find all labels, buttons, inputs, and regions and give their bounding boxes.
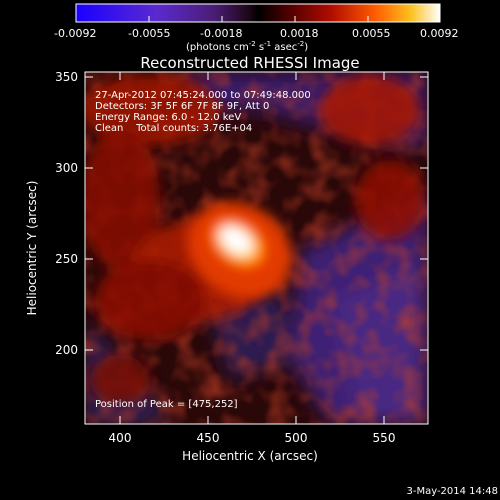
- y-axis-label: Heliocentric Y (arcsec): [25, 181, 39, 316]
- plot-title: Reconstructed RHESSI Image: [140, 54, 359, 72]
- colorbar-tick-label: 0.0018: [280, 27, 319, 40]
- colorbar-unit-label: (photons cm-2 s-1 asec-2): [186, 40, 308, 53]
- time-range-text: 27-Apr-2012 07:45:24.000 to 07:49:48.000: [95, 90, 311, 101]
- colorbar-gradient: [75, 3, 441, 23]
- peak-position-text: Position of Peak = [475,252]: [95, 399, 238, 410]
- colorbar-tick-label: -0.0055: [128, 27, 170, 40]
- info-annotations: 27-Apr-2012 07:45:24.000 to 07:49:48.000…: [95, 90, 311, 410]
- x-tick-label: 400: [109, 431, 132, 445]
- x-tick-label: 500: [285, 431, 308, 445]
- colorbar-tick-label: 0.0055: [352, 27, 391, 40]
- rhessi-image: [85, 72, 428, 424]
- x-tick-label: 550: [373, 431, 396, 445]
- x-axis-tickmarks: [119, 72, 385, 424]
- colorbar-tick-label: -0.0018: [200, 27, 242, 40]
- energy-range-text: Energy Range: 6.0 - 12.0 keV: [95, 112, 241, 123]
- colorbar-tick-label: -0.0092: [54, 27, 96, 40]
- y-axis-tickmarks: [85, 76, 428, 351]
- clean-counts-text: Clean Total counts: 3.76E+04: [95, 123, 252, 134]
- y-tick-label: 200: [55, 343, 78, 357]
- colorbar-tick-label: 0.0092: [420, 27, 459, 40]
- colorbar-tickmarks: [75, 16, 441, 22]
- x-axis-label: Heliocentric X (arcsec): [182, 449, 318, 463]
- y-tick-label: 300: [55, 161, 78, 175]
- plot-frame: [84, 71, 429, 425]
- footer-date: 3-May-2014 14:48: [406, 486, 498, 497]
- detectors-text: Detectors: 3F 5F 6F 7F 8F 9F, Att 0: [95, 101, 269, 112]
- y-tick-label: 350: [55, 70, 78, 84]
- y-tick-label: 250: [55, 252, 78, 266]
- colorbar: -0.0092 -0.0055 -0.0018 0.0018 0.0055 0.…: [54, 3, 459, 53]
- x-tick-label: 450: [197, 431, 220, 445]
